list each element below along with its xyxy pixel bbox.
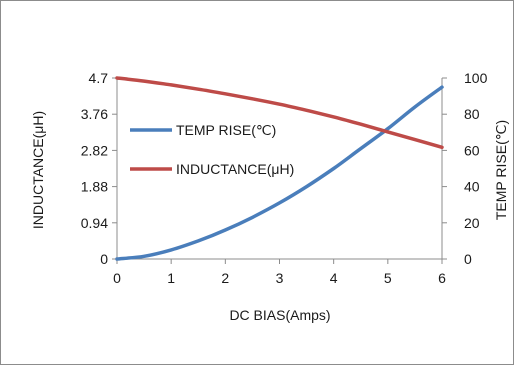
series-line-temp-rise [115, 85, 444, 261]
y-tick-label-left: 1.88 [81, 179, 108, 195]
x-tick-label: 0 [113, 270, 121, 286]
y-axis-title-left: INDUCTANCE(μH) [30, 111, 46, 229]
x-axis-title: DC BIAS(Amps) [229, 307, 330, 323]
legend-label-inductance: INDUCTANCE(μH) [176, 161, 294, 177]
y-tick-label-right: 40 [464, 179, 480, 195]
y-tick-label-left: 0.94 [81, 215, 108, 231]
y-tick-label-right: 100 [464, 70, 488, 86]
x-tick-label: 4 [330, 270, 338, 286]
series-line-inductance [115, 76, 444, 150]
y-tick-label-right: 80 [464, 106, 480, 122]
legend-label-temp-rise: TEMP RISE(℃) [176, 122, 276, 138]
x-tick-label: 2 [221, 270, 229, 286]
y-tick-label-left: 0 [100, 251, 108, 267]
x-tick-label: 6 [438, 270, 446, 286]
y-tick-label-left: 4.7 [89, 70, 109, 86]
y-tick-label-left: 3.76 [81, 106, 108, 122]
y-tick-label-right: 60 [464, 142, 480, 158]
x-tick-label: 1 [167, 270, 175, 286]
y-tick-label-right: 0 [464, 251, 472, 267]
y-axis-title-right: TEMP RISE(℃) [493, 120, 509, 220]
x-tick-label: 3 [276, 270, 284, 286]
y-tick-label-right: 20 [464, 215, 480, 231]
x-tick-label: 5 [384, 270, 392, 286]
series-layer [115, 76, 444, 261]
y-tick-label-left: 2.82 [81, 142, 108, 158]
legend: TEMP RISE(℃) INDUCTANCE(μH) [130, 122, 294, 177]
